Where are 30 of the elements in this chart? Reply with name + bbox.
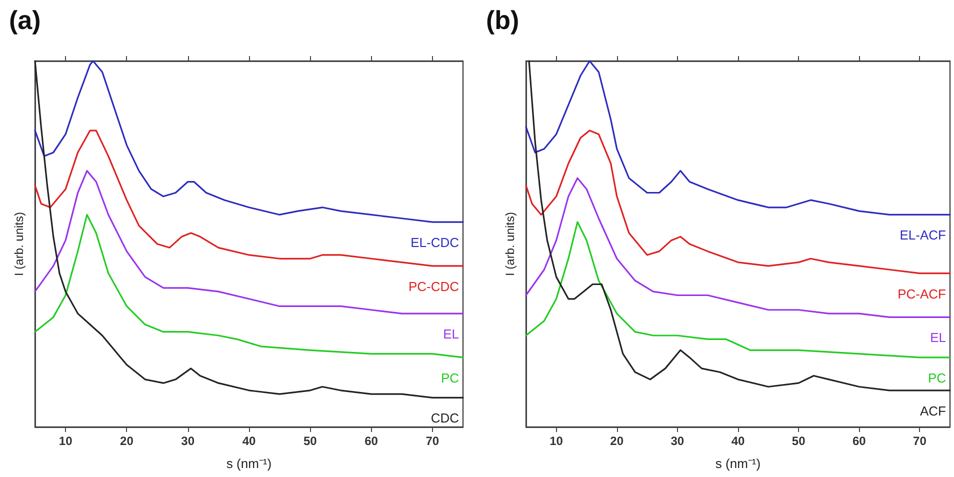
- chart-title: (a): [9, 5, 41, 35]
- series-label: EL-CDC: [410, 235, 459, 250]
- series-label: EL: [930, 330, 946, 346]
- x-tick-label: 50: [303, 434, 318, 448]
- x-tick-label: 20: [120, 434, 134, 448]
- x-tick-label: 20: [610, 434, 624, 448]
- series-label: PC: [440, 370, 459, 386]
- x-tick-label: 70: [913, 434, 927, 448]
- x-tick-label: 10: [550, 434, 564, 448]
- x-tick-label: 10: [58, 434, 73, 448]
- x-tick-label: 70: [426, 434, 440, 448]
- chart-title: (b): [486, 5, 520, 35]
- series-label: ACF: [920, 403, 946, 418]
- x-tick-label: 40: [242, 434, 256, 448]
- x-tick-label: 40: [731, 434, 745, 448]
- series-label: PC: [928, 370, 946, 386]
- series-label: PC-CDC: [408, 278, 459, 294]
- series-label: EL-ACF: [900, 228, 946, 243]
- x-tick-label: 50: [792, 434, 806, 448]
- series-label: PC-ACF: [898, 286, 946, 302]
- x-axis-title: s (nm⁻¹): [226, 456, 272, 471]
- x-axis-title: s (nm⁻¹): [715, 456, 761, 471]
- y-axis-title: I (arb. units): [12, 212, 26, 276]
- series-label: EL: [443, 326, 459, 342]
- series-label: CDC: [430, 410, 459, 426]
- y-axis-title: I (arb. units): [503, 212, 517, 276]
- x-tick-label: 60: [364, 434, 378, 448]
- x-tick-label: 30: [181, 434, 195, 448]
- x-tick-label: 60: [852, 434, 866, 448]
- x-tick-label: 30: [670, 434, 684, 448]
